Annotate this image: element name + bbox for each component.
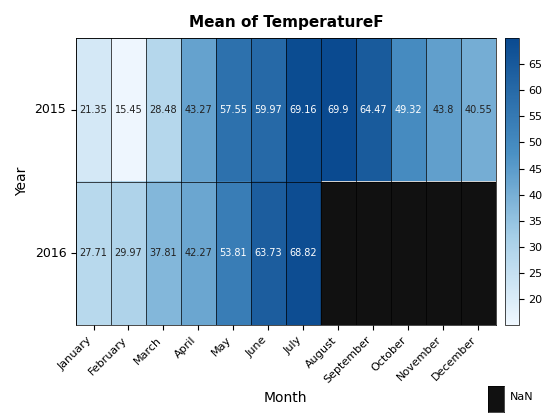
Bar <box>356 181 391 325</box>
Text: 69.16: 69.16 <box>290 105 317 115</box>
Text: 29.97: 29.97 <box>115 248 142 258</box>
Text: 40.55: 40.55 <box>464 105 492 115</box>
Bar <box>461 181 496 325</box>
Text: 42.27: 42.27 <box>184 248 212 258</box>
Text: 64.47: 64.47 <box>360 105 387 115</box>
Text: 27.71: 27.71 <box>80 248 108 258</box>
Text: 49.32: 49.32 <box>394 105 422 115</box>
Text: 59.97: 59.97 <box>254 105 282 115</box>
Text: 57.55: 57.55 <box>220 105 248 115</box>
Text: 43.8: 43.8 <box>432 105 454 115</box>
Bar <box>321 181 356 325</box>
Text: 15.45: 15.45 <box>115 105 142 115</box>
Text: NaN: NaN <box>510 392 533 402</box>
Text: 53.81: 53.81 <box>220 248 247 258</box>
Title: Mean of TemperatureF: Mean of TemperatureF <box>189 15 383 30</box>
Bar <box>426 181 461 325</box>
Text: 69.9: 69.9 <box>328 105 349 115</box>
Text: 21.35: 21.35 <box>80 105 108 115</box>
X-axis label: Month: Month <box>264 391 307 405</box>
Y-axis label: Year: Year <box>15 167 29 196</box>
Text: 68.82: 68.82 <box>290 248 317 258</box>
Bar <box>391 181 426 325</box>
Text: 43.27: 43.27 <box>185 105 212 115</box>
Text: 63.73: 63.73 <box>255 248 282 258</box>
Text: 37.81: 37.81 <box>150 248 178 258</box>
Text: 28.48: 28.48 <box>150 105 178 115</box>
